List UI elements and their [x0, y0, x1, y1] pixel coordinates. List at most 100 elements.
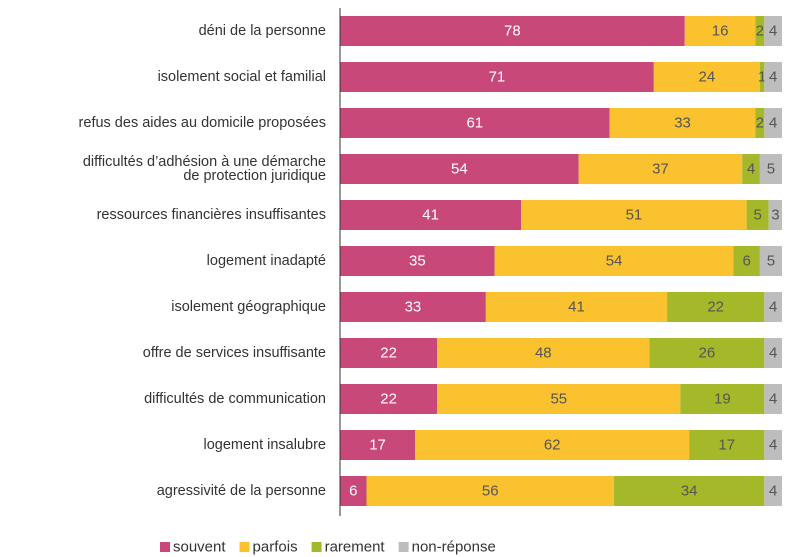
data-label: 61 [466, 115, 483, 132]
data-label: 4 [747, 161, 755, 178]
data-label: 51 [626, 207, 643, 224]
data-label: 5 [767, 253, 775, 270]
data-label: 26 [699, 345, 716, 362]
data-label: 17 [718, 437, 735, 454]
category-label: offre de services insuffisante [142, 345, 326, 361]
data-label: 4 [769, 69, 777, 86]
data-label: 78 [504, 23, 521, 40]
category-label: agressivité de la personne [156, 483, 326, 499]
bar-segment [340, 108, 610, 138]
bar-segment [614, 476, 765, 506]
data-label: 4 [769, 437, 777, 454]
legend-label: non-réponse [412, 539, 496, 556]
data-label: 71 [489, 69, 506, 86]
bar-segment [764, 292, 782, 322]
bar-segment [764, 384, 782, 414]
category-label: refus des aides au domicile proposées [78, 115, 326, 131]
data-label: 4 [769, 483, 777, 500]
data-label: 37 [652, 161, 669, 178]
data-label: 4 [769, 115, 777, 132]
data-label: 22 [707, 299, 724, 316]
data-label: 2 [756, 23, 764, 40]
bar-segment [764, 338, 782, 368]
data-label: 24 [699, 69, 716, 86]
bar-segment [366, 476, 615, 506]
data-label: 4 [769, 391, 777, 408]
bar-segment [485, 292, 668, 322]
legend-swatch [239, 542, 250, 552]
data-label: 3 [771, 207, 779, 224]
data-label: 55 [550, 391, 567, 408]
category-label: isolement social et familial [157, 69, 326, 85]
bar-segment [667, 292, 765, 322]
data-label: 6 [742, 253, 750, 270]
category-label: difficultés de communication [144, 391, 326, 407]
data-label: 5 [767, 161, 775, 178]
category-label: isolement géographique [171, 299, 326, 315]
bar-segment [733, 246, 760, 276]
legend-swatch [311, 542, 322, 552]
bar-segment [755, 16, 765, 46]
bar-segment [494, 246, 734, 276]
bar-segment [755, 108, 765, 138]
bar-segment [768, 200, 782, 230]
bar-segment [609, 108, 756, 138]
legend-label: souvent [173, 539, 226, 556]
bar-segment [521, 200, 747, 230]
legend-swatch [398, 542, 409, 552]
bar-segment [340, 62, 654, 92]
data-label: 35 [409, 253, 426, 270]
bar-segment [764, 16, 782, 46]
data-label: 19 [714, 391, 731, 408]
bar-segment [340, 476, 367, 506]
legend-swatch [160, 542, 170, 552]
data-label: 54 [606, 253, 623, 270]
data-label: 2 [756, 115, 764, 132]
bar-segment [689, 430, 765, 460]
category-label: déni de la personne [198, 23, 326, 39]
bar-segment [764, 62, 782, 92]
data-label: 48 [535, 345, 552, 362]
category-label: logement inadapté [206, 253, 326, 269]
data-label: 56 [482, 483, 499, 500]
bar-segment [653, 62, 760, 92]
bar-segment [680, 384, 765, 414]
data-label: 1 [758, 69, 766, 86]
legend-label: parfois [253, 539, 298, 556]
data-label: 33 [405, 299, 422, 316]
data-label: 22 [380, 391, 397, 408]
data-label: 4 [769, 345, 777, 362]
data-label: 54 [451, 161, 468, 178]
bar-segment [764, 430, 782, 460]
bar-segment [578, 154, 743, 184]
data-label: 41 [422, 207, 439, 224]
bar-segment [746, 200, 769, 230]
data-label: 22 [380, 345, 397, 362]
bar-segment [759, 62, 765, 92]
bar-segment [340, 200, 522, 230]
category-label: difficultés d’adhésion à une démarche de… [82, 154, 326, 184]
bar-segment [340, 292, 486, 322]
bar-segment [340, 338, 438, 368]
bar-segment [340, 384, 438, 414]
bar-segment [759, 154, 782, 184]
bar-segment [437, 384, 681, 414]
data-label: 4 [769, 299, 777, 316]
bar-segment [340, 430, 416, 460]
legend-label: rarement [325, 539, 386, 556]
data-label: 41 [568, 299, 585, 316]
data-label: 33 [674, 115, 691, 132]
data-label: 17 [369, 437, 386, 454]
bar-segment [340, 154, 579, 184]
data-label: 5 [754, 207, 762, 224]
bar-segment [684, 16, 756, 46]
bar-segment [340, 16, 685, 46]
bar-segment [764, 108, 782, 138]
bar-segment [415, 430, 690, 460]
bar-segment [649, 338, 765, 368]
data-label: 4 [769, 23, 777, 40]
category-label: logement insalubre [203, 437, 326, 453]
data-label: 6 [349, 483, 357, 500]
